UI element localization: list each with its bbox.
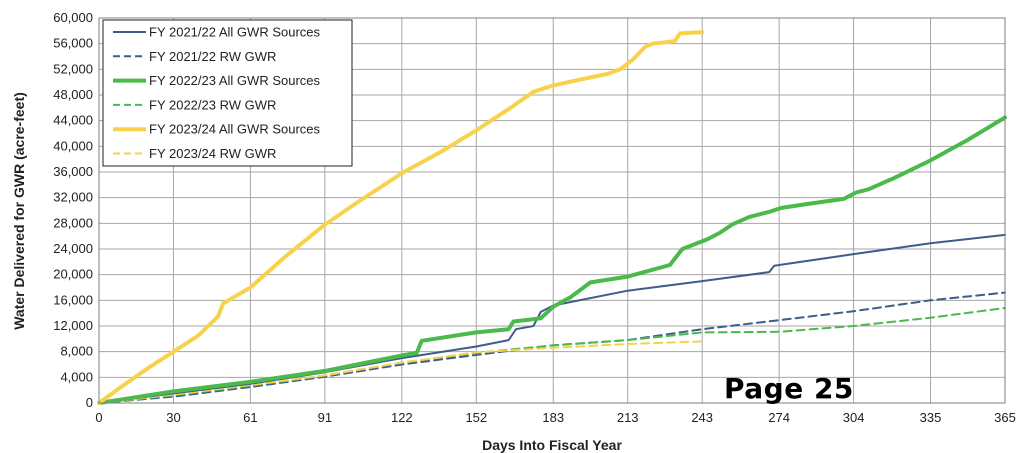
x-tick-label: 30 xyxy=(166,410,180,425)
legend-label-1: FY 2021/22 RW GWR xyxy=(149,49,276,64)
x-tick-labels: 0 30 61 91 122 152 183 213 243 274 304 335 365 xyxy=(95,410,1015,425)
series-line-2 xyxy=(97,115,1007,405)
y-tick-label: 56,000 xyxy=(53,36,93,51)
y-tick-label: 44,000 xyxy=(53,113,93,128)
x-tick-label: 365 xyxy=(994,410,1016,425)
y-tick-label: 32,000 xyxy=(53,190,93,205)
x-tick-label: 213 xyxy=(617,410,639,425)
y-tick-label: 12,000 xyxy=(53,318,93,333)
x-tick-label: 61 xyxy=(243,410,257,425)
legend: FY 2021/22 All GWR Sources FY 2021/22 RW … xyxy=(102,19,353,167)
y-tick-label: 40,000 xyxy=(53,138,93,153)
y-axis-title: Water Delivered for GWR (acre-feet) xyxy=(11,92,27,330)
y-tick-label: 4,000 xyxy=(60,369,93,384)
page-number-stamp: Page 25 xyxy=(724,372,854,405)
y-tick-label: 52,000 xyxy=(53,61,93,76)
y-tick-label: 36,000 xyxy=(53,164,93,179)
legend-label-3: FY 2022/23 RW GWR xyxy=(149,97,276,112)
series-line-4 xyxy=(97,30,705,405)
x-tick-label: 274 xyxy=(768,410,790,425)
series-line-3 xyxy=(98,307,1006,404)
series-lines xyxy=(97,30,1007,405)
x-tick-label: 243 xyxy=(691,410,713,425)
legend-label-4: FY 2023/24 All GWR Sources xyxy=(149,122,321,137)
y-tick-label: 24,000 xyxy=(53,241,93,256)
y-tick-label: 60,000 xyxy=(53,10,93,25)
x-tick-label: 335 xyxy=(920,410,942,425)
y-tick-label: 8,000 xyxy=(60,344,93,359)
x-tick-label: 152 xyxy=(465,410,487,425)
y-tick-labels: 0 4,000 8,000 12,000 16,000 20,000 24,000 28,00… xyxy=(53,10,93,410)
y-tick-label: 20,000 xyxy=(53,267,93,282)
y-tick-label: 0 xyxy=(86,395,93,410)
series-line-5 xyxy=(98,340,704,404)
y-tick-label: 28,000 xyxy=(53,215,93,230)
x-tick-label: 304 xyxy=(843,410,865,425)
x-tick-label: 183 xyxy=(542,410,564,425)
y-tick-label: 48,000 xyxy=(53,87,93,102)
legend-label-0: FY 2021/22 All GWR Sources xyxy=(149,25,321,40)
legend-box xyxy=(102,19,353,167)
y-tick-label: 16,000 xyxy=(53,292,93,307)
x-tick-label: 122 xyxy=(391,410,413,425)
legend-label-5: FY 2023/24 RW GWR xyxy=(149,146,276,161)
plot-frame xyxy=(98,17,1006,404)
x-tick-label: 91 xyxy=(318,410,332,425)
grid xyxy=(98,17,1006,404)
x-tick-label: 0 xyxy=(95,410,102,425)
x-axis-title: Days Into Fiscal Year xyxy=(482,437,622,453)
legend-label-2: FY 2022/23 All GWR Sources xyxy=(149,73,321,88)
